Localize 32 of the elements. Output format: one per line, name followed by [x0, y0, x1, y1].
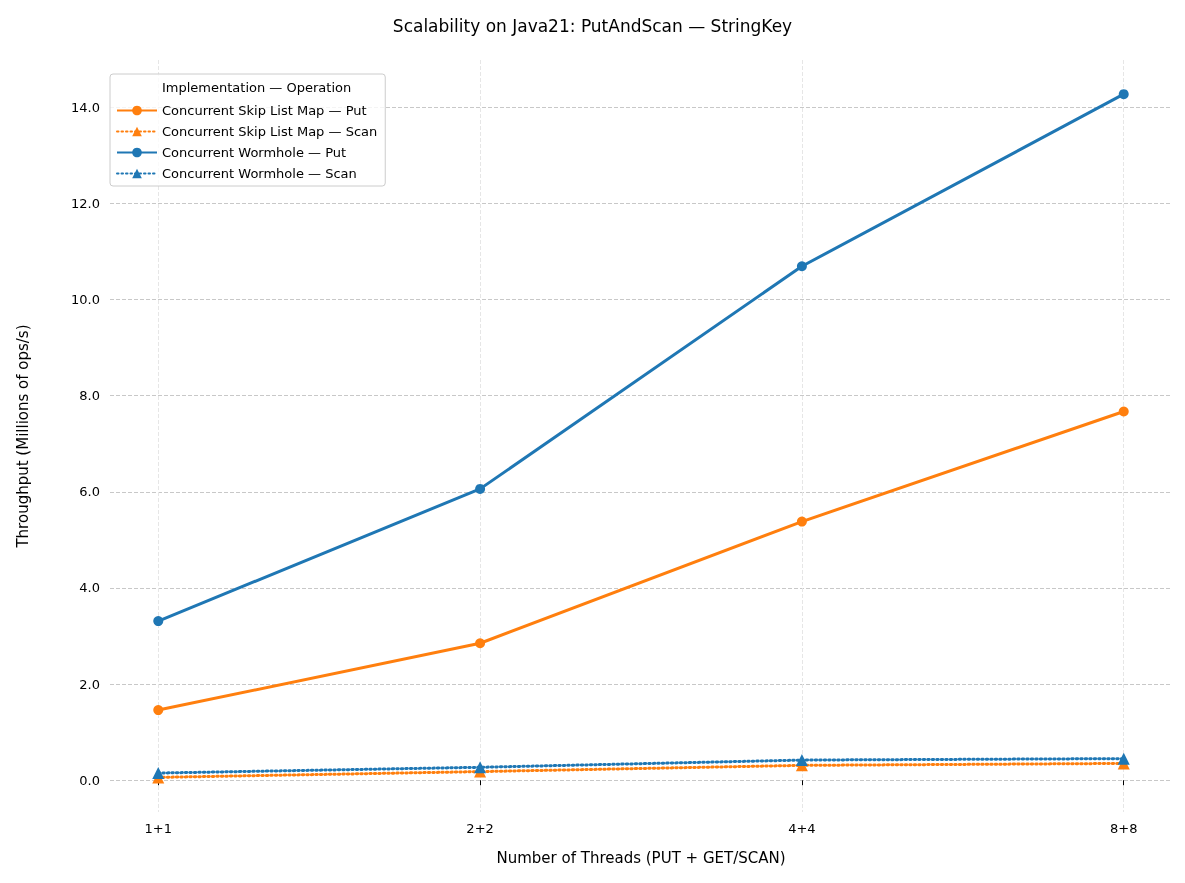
legend-label: Concurrent Wormhole — Scan — [162, 166, 357, 181]
x-tick-label: 8+8 — [1110, 821, 1138, 836]
y-tick-label: 0.0 — [79, 772, 100, 788]
point — [153, 616, 164, 627]
chart-title: Scalability on Java21: PutAndScan — StringKey — [392, 15, 793, 36]
y-tick-label: 6.0 — [79, 484, 100, 500]
y-axis-title: Throughput (Millions of ops/s) — [13, 324, 32, 549]
point — [1118, 89, 1129, 100]
y-tick-label: 4.0 — [79, 580, 100, 596]
x-axis-title: Number of Threads (PUT + GET/SCAN) — [496, 848, 786, 867]
point — [475, 638, 486, 649]
point — [795, 754, 808, 767]
y-tick-label: 10.0 — [71, 291, 100, 307]
point — [152, 767, 165, 780]
y-tick-label: 12.0 — [71, 195, 100, 211]
x-tick-label: 4+4 — [788, 821, 816, 836]
legend-label: Concurrent Wormhole — Put — [162, 145, 347, 160]
x-tick-label: 2+2 — [466, 821, 494, 836]
point — [1117, 752, 1130, 765]
legend-label: Concurrent Skip List Map — Scan — [162, 124, 378, 139]
y-tick-label: 8.0 — [79, 388, 100, 404]
legend-title: Implementation — Operation — [162, 80, 352, 95]
point — [474, 761, 487, 774]
y-tick-label: 14.0 — [71, 99, 100, 115]
point — [796, 516, 807, 527]
legend-label: Concurrent Skip List Map — Put — [162, 103, 367, 118]
y-tick-label: 2.0 — [79, 676, 100, 692]
point — [1118, 406, 1129, 417]
point — [153, 705, 164, 716]
point — [796, 261, 807, 272]
x-tick-label: 1+1 — [144, 821, 172, 836]
point — [475, 483, 486, 494]
